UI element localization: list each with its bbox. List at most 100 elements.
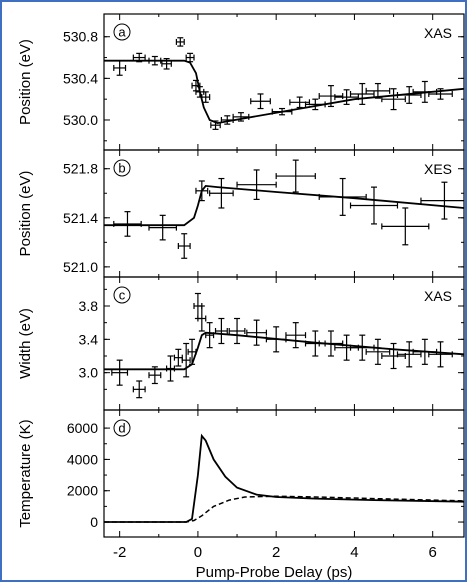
data-point bbox=[132, 52, 146, 63]
y-tick-label: 3.4 bbox=[79, 331, 99, 347]
data-point bbox=[132, 380, 146, 399]
data-point bbox=[365, 338, 391, 365]
data-point bbox=[185, 52, 195, 63]
data-point bbox=[275, 159, 316, 193]
data-point bbox=[195, 180, 209, 202]
panel-tag: XAS bbox=[424, 288, 452, 304]
y-tick-label: 530.0 bbox=[63, 112, 98, 128]
data-point bbox=[197, 305, 207, 332]
data-point bbox=[161, 57, 172, 70]
data-point bbox=[195, 86, 205, 98]
data-point bbox=[205, 322, 215, 349]
y-tick-label: 0 bbox=[90, 514, 98, 530]
y-axis-label: Width (eV) bbox=[17, 308, 34, 379]
data-point bbox=[318, 177, 367, 216]
panel-frame bbox=[103, 13, 465, 151]
y-axis-label: Temperature (K) bbox=[17, 419, 34, 527]
data-point bbox=[236, 169, 277, 200]
panel-frame bbox=[103, 276, 465, 411]
data-point bbox=[175, 37, 185, 47]
data-point bbox=[177, 233, 191, 259]
data-point bbox=[285, 322, 307, 349]
data-point bbox=[365, 82, 391, 99]
data-point bbox=[210, 120, 221, 130]
y-tick-label: 530.4 bbox=[63, 70, 98, 86]
panel-b: 521.0 521.4 521.8 Position (eV) b XES bbox=[17, 149, 465, 278]
data-point bbox=[166, 355, 176, 382]
data-point bbox=[412, 338, 438, 365]
data-point bbox=[318, 330, 344, 357]
data-point bbox=[304, 98, 326, 111]
data-point bbox=[381, 207, 430, 246]
data-layer bbox=[104, 292, 464, 399]
panel-frame bbox=[103, 149, 465, 278]
data-point bbox=[334, 334, 359, 361]
y-tick-label: 3.0 bbox=[79, 365, 99, 381]
y-tick-label: 521.4 bbox=[63, 210, 98, 226]
data-point bbox=[349, 82, 375, 105]
data-point bbox=[232, 112, 250, 122]
panel-c: 3.0 3.4 3.8 Width (eV) c XAS bbox=[17, 276, 465, 411]
data-point bbox=[334, 89, 359, 105]
data-point bbox=[113, 60, 127, 76]
data-point bbox=[148, 55, 162, 66]
panel-letter: a bbox=[118, 25, 126, 40]
data-point bbox=[148, 214, 177, 241]
data-point bbox=[428, 88, 453, 100]
data-point bbox=[250, 93, 271, 110]
data-point bbox=[246, 319, 267, 346]
x-axis-label: Pump-Probe Delay (ps) bbox=[196, 564, 353, 581]
panel-letter: b bbox=[118, 161, 125, 176]
x-tick-label: 6 bbox=[429, 544, 437, 561]
x-tick-label: 2 bbox=[272, 544, 280, 561]
data-point bbox=[148, 366, 162, 385]
panel-letter-circle bbox=[113, 159, 131, 177]
panel-frame bbox=[103, 409, 465, 538]
y-tick-label: 521.8 bbox=[63, 161, 98, 177]
data-point bbox=[271, 107, 293, 116]
data-point bbox=[412, 80, 438, 103]
data-point bbox=[113, 211, 142, 237]
data-point bbox=[349, 186, 399, 225]
data-point bbox=[173, 348, 183, 367]
data-point bbox=[187, 338, 197, 365]
data-layer bbox=[104, 159, 464, 259]
temperature-line-dashed bbox=[104, 495, 464, 523]
fit-line bbox=[104, 184, 464, 227]
panel-tag: XES bbox=[424, 161, 452, 177]
panel-letter: c bbox=[119, 288, 126, 303]
fit-line bbox=[104, 59, 464, 125]
x-tick-label: 4 bbox=[350, 544, 358, 561]
data-point bbox=[181, 342, 191, 378]
panel-tag: XAS bbox=[424, 25, 452, 41]
fit-line bbox=[104, 331, 464, 371]
data-point bbox=[265, 326, 287, 353]
data-point bbox=[111, 359, 129, 386]
panel-letter-circle bbox=[113, 286, 131, 304]
panel-letter-circle bbox=[113, 419, 131, 437]
temperature-line-solid bbox=[104, 433, 464, 523]
y-tick-label: 521.0 bbox=[63, 259, 98, 275]
data-layer bbox=[104, 37, 464, 130]
panel-d: 0 2000 4000 6000 Temperature (K) d bbox=[17, 409, 465, 538]
y-tick-label: 2000 bbox=[67, 483, 98, 499]
data-point bbox=[209, 177, 234, 209]
data-point bbox=[381, 342, 406, 370]
data-point bbox=[349, 334, 375, 361]
data-point bbox=[428, 341, 453, 368]
panel-a: 530.0 530.4 530.8 Position (eV) a XAS bbox=[17, 13, 465, 151]
y-tick-label: 530.8 bbox=[63, 29, 98, 45]
x-tick-label: -2 bbox=[113, 544, 126, 561]
data-point bbox=[318, 85, 344, 108]
data-point bbox=[381, 88, 406, 111]
y-axis-label: Position (eV) bbox=[17, 171, 34, 257]
x-tick-label: 0 bbox=[194, 544, 202, 561]
data-layer bbox=[104, 433, 464, 523]
data-point bbox=[396, 341, 422, 368]
panel-letter: d bbox=[118, 421, 125, 436]
data-point bbox=[228, 317, 246, 345]
panel-letter-circle bbox=[113, 23, 131, 41]
y-tick-label: 3.8 bbox=[79, 298, 99, 314]
